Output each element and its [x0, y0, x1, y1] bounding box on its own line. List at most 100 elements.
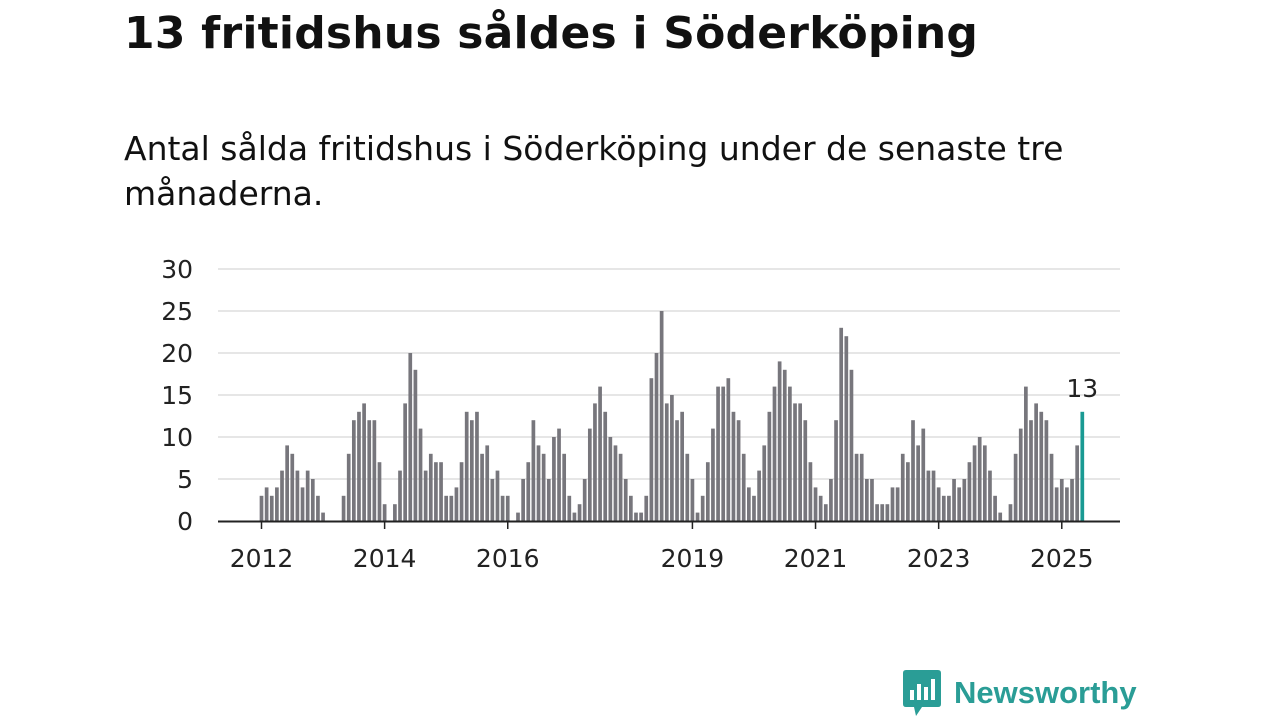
bar: [982, 445, 987, 521]
highlight-value-label: 13: [1066, 374, 1098, 403]
bar: [808, 462, 813, 521]
bar: [895, 487, 900, 521]
x-tick-label: 2021: [784, 544, 848, 573]
bar: [413, 369, 418, 521]
bar: [459, 462, 464, 521]
bar: [864, 479, 869, 521]
bar: [931, 470, 936, 521]
bar: [316, 495, 320, 521]
bar: [823, 504, 828, 521]
bar: [305, 470, 310, 521]
bar: [859, 453, 864, 521]
y-tick-label: 15: [161, 381, 193, 410]
bar: [439, 462, 443, 521]
bar: [629, 495, 633, 521]
bar: [290, 453, 295, 521]
bar: [485, 445, 490, 521]
bar: [367, 420, 372, 521]
bar: [834, 420, 838, 521]
bar: [264, 487, 269, 521]
bar: [700, 495, 705, 521]
bar: [572, 512, 577, 521]
bar: [423, 470, 428, 521]
bar: [346, 453, 351, 521]
bar: [623, 479, 628, 521]
bar: [408, 353, 413, 521]
bar: [469, 420, 474, 521]
bar: [1024, 386, 1028, 521]
bar: [803, 420, 808, 521]
bar: [608, 437, 613, 521]
bar: [593, 403, 597, 521]
bar: [988, 470, 992, 521]
bar: [1018, 428, 1023, 521]
bar: [1044, 420, 1049, 521]
bar: [1065, 487, 1069, 521]
chart-title: 13 fritidshus såldes i Söderköping: [124, 8, 979, 59]
bar: [752, 495, 756, 521]
bar: [993, 495, 997, 521]
bar: [598, 386, 602, 521]
bar: [372, 420, 377, 521]
bar: [285, 445, 289, 521]
bar: [464, 411, 469, 521]
bar: [962, 479, 967, 521]
bar: [1034, 403, 1038, 521]
bar: [634, 512, 638, 521]
bar: [839, 327, 844, 521]
bar: [685, 453, 690, 521]
newsworthy-logo: Newsworthy: [902, 668, 1137, 718]
bar: [644, 495, 649, 521]
bar: [967, 462, 972, 521]
x-tick-label: 2016: [476, 544, 540, 573]
bar: [829, 479, 833, 521]
bar: [952, 479, 956, 521]
bar: [546, 479, 551, 521]
bar: [957, 487, 962, 521]
bar: [310, 479, 315, 521]
bar: [936, 487, 941, 521]
bar: [813, 487, 818, 521]
bar: [921, 428, 926, 521]
bar: [582, 479, 587, 521]
bar: [603, 411, 608, 521]
bar: [280, 470, 284, 521]
bar: [947, 495, 951, 521]
bar: [772, 386, 777, 521]
bar: [793, 403, 797, 521]
bar: [418, 428, 423, 521]
bar: [613, 445, 618, 521]
highlighted-bar: [1080, 411, 1085, 521]
bar: [403, 403, 407, 521]
bar: [690, 479, 695, 521]
bar: [854, 453, 859, 521]
bar: [454, 487, 459, 521]
bar: [741, 453, 746, 521]
bar: [357, 411, 361, 521]
bar: [393, 504, 397, 521]
x-tick-label: 2019: [661, 544, 725, 573]
bar: [1039, 411, 1044, 521]
bar: [798, 403, 802, 521]
bar: [680, 411, 685, 521]
bar: [351, 420, 356, 521]
x-tick-label: 2012: [230, 544, 294, 573]
bar: [782, 369, 787, 521]
bar: [526, 462, 531, 521]
bar: [341, 495, 346, 521]
bar: [587, 428, 592, 521]
bar: [890, 487, 895, 521]
chart-subtitle: Antal sålda fritidshus i Söderköping und…: [124, 129, 1064, 213]
bar: [536, 445, 541, 521]
bar: [711, 428, 715, 521]
bar: [726, 378, 731, 521]
bar: [731, 411, 736, 521]
bar: [998, 512, 1003, 521]
bar: [977, 437, 982, 521]
x-tick-label: 2014: [353, 544, 417, 573]
bar: [1049, 453, 1054, 521]
bar: [747, 487, 751, 521]
bar: [531, 420, 536, 521]
bar: [941, 495, 946, 521]
